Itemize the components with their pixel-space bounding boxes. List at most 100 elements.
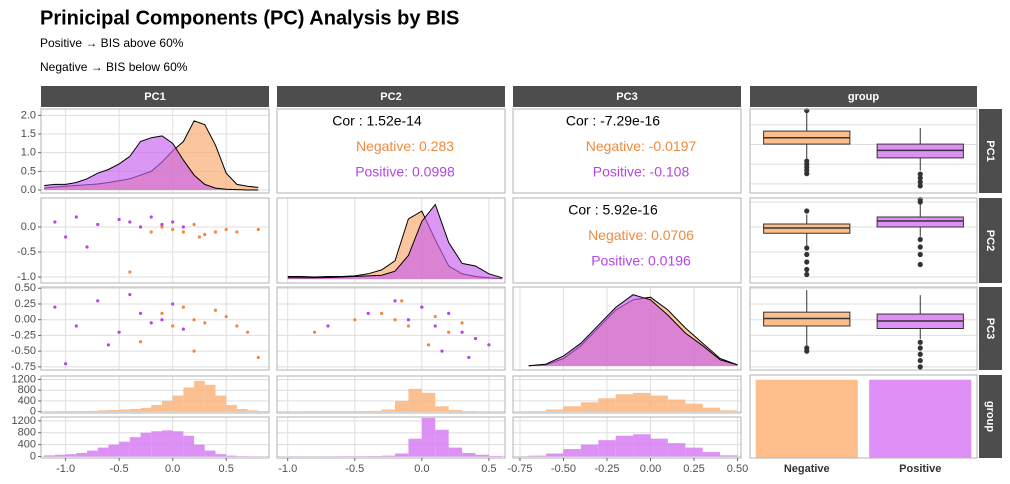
outlier (917, 364, 923, 370)
y-tick-label: 0.0 (21, 184, 36, 196)
correlation-text: Negative: -0.0197 (586, 138, 697, 154)
histogram-bar (633, 434, 651, 457)
panel (513, 198, 741, 283)
panel (277, 417, 505, 458)
point (203, 232, 207, 237)
correlation-text: Cor : 1.52e-14 (332, 113, 422, 129)
histogram-bar (475, 454, 489, 457)
y-tick-label: 0.00 (15, 314, 36, 326)
panel-border (40, 375, 270, 414)
correlation-text: Negative: 0.0706 (588, 227, 694, 243)
density-line (528, 294, 738, 367)
histogram-bar (598, 398, 616, 412)
histogram-bar (215, 454, 227, 457)
density-fill (44, 135, 259, 191)
point (53, 305, 57, 309)
column-strip-label: PC1 (144, 91, 165, 103)
histogram-bar (183, 435, 195, 457)
point (171, 302, 175, 306)
column-strip (41, 86, 269, 107)
column-strip (750, 86, 977, 107)
point (353, 318, 357, 322)
point (138, 340, 143, 344)
panel (41, 287, 269, 370)
histogram-bar (435, 406, 449, 412)
y-tick-label: 400 (18, 439, 36, 451)
outlier (917, 179, 923, 185)
bar (755, 379, 858, 458)
panel-border (749, 197, 978, 284)
histogram-bar (354, 410, 369, 412)
point (440, 349, 444, 353)
correlation-text: Cor : 5.92e-16 (568, 202, 658, 218)
histogram-bar (140, 432, 152, 457)
row-strip-label: PC3 (984, 318, 996, 339)
panel (277, 109, 505, 193)
y-tick-label: 0.50 (15, 282, 36, 294)
point (406, 318, 411, 322)
point (138, 311, 143, 316)
correlation-text: Positive: 0.0196 (591, 253, 691, 269)
point (213, 308, 218, 312)
point (117, 217, 121, 222)
histogram-bar (580, 444, 599, 457)
column-strip (277, 86, 505, 107)
point (171, 324, 175, 328)
density-line (44, 135, 259, 191)
point (171, 220, 175, 224)
point (393, 299, 397, 303)
histogram-bar (720, 455, 738, 457)
histogram-bar (667, 399, 686, 412)
row-strip-label: PC1 (984, 140, 996, 161)
point (74, 215, 78, 219)
point (447, 330, 451, 334)
outlier (917, 339, 923, 345)
outlier (917, 244, 923, 250)
point (128, 220, 132, 224)
point (400, 299, 404, 303)
correlation-text: Negative: 0.283 (356, 138, 454, 154)
point (192, 222, 196, 227)
panel-border (749, 286, 978, 371)
histogram-bar (435, 429, 449, 457)
histogram-bar (183, 387, 195, 412)
row-strip-label: group (984, 401, 996, 432)
point (420, 305, 424, 309)
point (213, 230, 218, 234)
histogram-bar (140, 407, 152, 412)
histogram-bar (129, 437, 141, 457)
row-strip (979, 287, 1002, 370)
x-tick-label: -0.5 (110, 463, 129, 475)
point (181, 225, 185, 229)
histogram-bar (194, 380, 205, 412)
histogram-bar (462, 452, 476, 457)
histogram-bar (108, 410, 120, 412)
panel (513, 109, 741, 193)
outlier (917, 183, 923, 189)
histogram-bar (528, 411, 547, 412)
correlation-text: Positive: -0.108 (593, 164, 690, 180)
y-tick-label: 1.5 (21, 128, 36, 140)
histogram-bar (448, 410, 463, 412)
panel-border (276, 375, 506, 414)
y-tick-label: 800 (18, 384, 36, 396)
column-strip-label: PC2 (380, 91, 401, 103)
histogram-bar (685, 447, 703, 457)
histogram-bar (462, 411, 476, 412)
x-tick-label: -0.75 (507, 463, 532, 475)
point (312, 330, 317, 334)
histogram-bar (204, 384, 216, 412)
histogram-bar (65, 411, 77, 412)
point (235, 230, 239, 234)
histogram-bar (76, 452, 88, 457)
point (224, 314, 228, 319)
x-tick-label: 0.00 (640, 463, 661, 475)
panel-border (276, 197, 506, 284)
x-tick-label: 0.25 (683, 463, 704, 475)
point (181, 230, 185, 234)
x-tick-label: -1.0 (56, 463, 75, 475)
y-tick-label: -1.0 (17, 271, 36, 283)
outlier (917, 236, 923, 243)
x-tick-label: -1.0 (278, 463, 297, 475)
histogram-bar (615, 394, 634, 412)
